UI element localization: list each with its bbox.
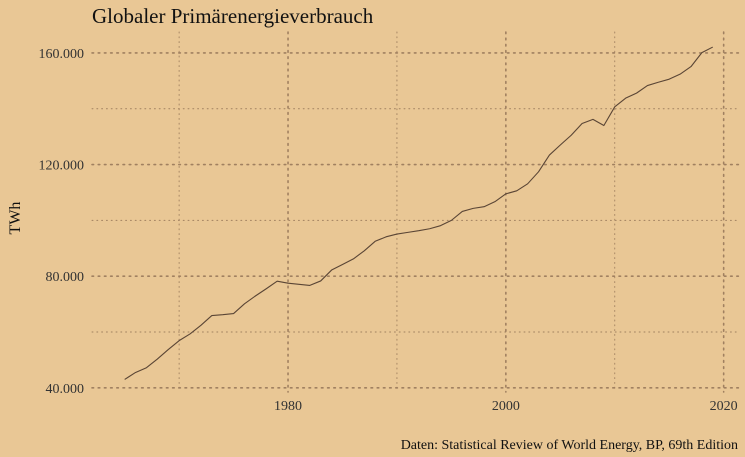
x-tick-label: 2000 xyxy=(492,399,520,414)
y-tick-label: 160.000 xyxy=(39,47,85,62)
y-tick-label: 120.000 xyxy=(39,159,85,174)
x-axis-tick-labels: 1980 2000 2020 xyxy=(274,399,738,414)
y-tick-label: 40.000 xyxy=(46,382,85,397)
y-axis-label: TWh xyxy=(7,202,24,235)
grid-lines xyxy=(91,31,741,393)
series-line-energy-consumption xyxy=(124,46,714,380)
x-tick-label: 1980 xyxy=(274,399,302,414)
chart-title: Globaler Primärenergieverbrauch xyxy=(92,4,374,28)
x-tick-label: 2020 xyxy=(710,399,738,414)
y-tick-label: 80.000 xyxy=(46,270,85,285)
y-axis-tick-labels: 40.000 80.000 120.000 160.000 xyxy=(39,47,85,397)
source-caption: Daten: Statistical Review of World Energ… xyxy=(401,438,738,453)
